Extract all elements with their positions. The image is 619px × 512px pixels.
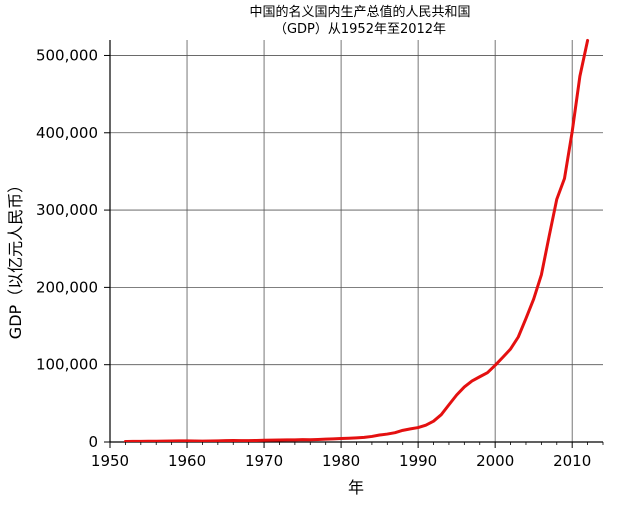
chart-title-line-2: （GDP）从1952年至2012年 [274,22,446,37]
x-axis-label: 年 [348,478,364,497]
x-tick-label: 1990 [399,452,437,470]
y-tick-label: 500,000 [36,46,98,64]
series-layer [123,38,590,442]
y-tick-label: 100,000 [36,356,98,374]
tick-labels: 1950 1960 1970 1980 1990 2000 2010 0 100,000 200,… [36,46,591,470]
x-tick-label: 1980 [322,452,360,470]
x-tick-label: 1950 [91,452,129,470]
axes [104,40,604,448]
chart-title-line-1: 中国的名义国内生产总值的人民共和国 [249,4,470,20]
y-tick-label: 0 [88,433,98,451]
x-tick-label: 1960 [168,452,206,470]
y-axis-label: GDP（以亿元人民币） [6,177,25,339]
y-tick-label: 400,000 [36,124,98,142]
y-tick-label: 300,000 [36,201,98,219]
x-tick-label: 2010 [553,452,591,470]
grid-lines [110,40,603,442]
x-tick-label: 1970 [245,452,283,470]
x-tick-label: 2000 [476,452,514,470]
y-tick-label: 200,000 [36,278,98,296]
gdp-series-line [123,38,590,442]
